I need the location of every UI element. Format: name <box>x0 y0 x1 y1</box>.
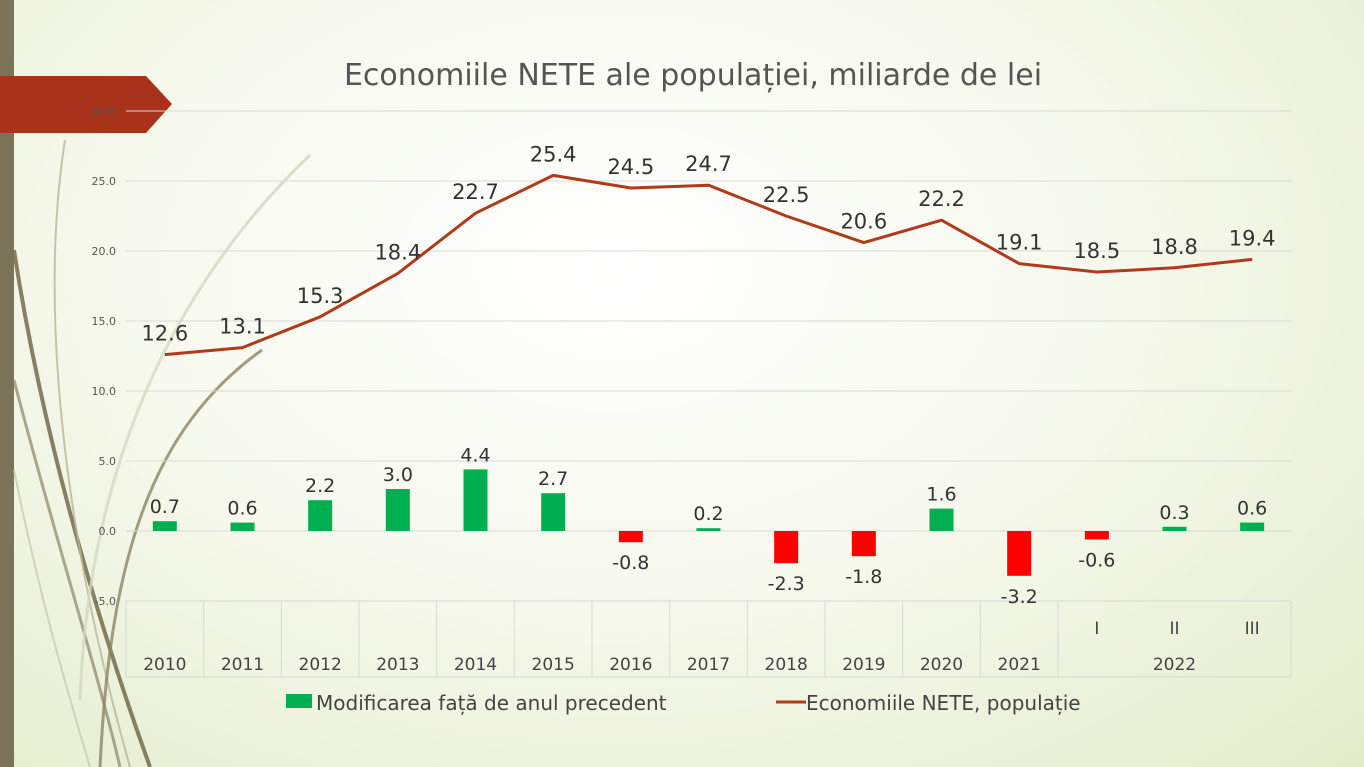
bar-data-label: 0.7 <box>150 496 180 518</box>
line-data-label: 19.4 <box>1229 226 1276 250</box>
bar <box>385 489 410 531</box>
bar-data-label: -2.3 <box>768 573 805 595</box>
x-category-label: 2010 <box>143 655 186 675</box>
x-category-label: 2019 <box>842 655 885 675</box>
line-data-label: 18.8 <box>1151 235 1198 259</box>
line-data-label: 13.1 <box>219 315 266 339</box>
y-tick-label: -5.0 <box>95 595 116 608</box>
bar <box>463 469 488 531</box>
chart-gridlines <box>125 110 1292 678</box>
line-data-label: 18.4 <box>374 240 421 264</box>
bar-data-label: -3.2 <box>1001 586 1038 608</box>
bar-data-label: 0.3 <box>1159 502 1189 524</box>
x-category-label: 2012 <box>299 655 342 675</box>
x-category-label: 2016 <box>609 655 652 675</box>
line-data-label: 24.7 <box>685 152 732 176</box>
x-category-label: 2017 <box>687 655 730 675</box>
bar <box>308 500 333 531</box>
bar <box>1084 531 1109 540</box>
bar-data-label: 0.6 <box>227 498 257 520</box>
bar <box>1162 526 1187 531</box>
bar-data-label: 1.6 <box>926 484 956 506</box>
x-category-label: 2015 <box>532 655 575 675</box>
line-data-label: 19.1 <box>996 231 1043 255</box>
line-data-label: 12.6 <box>141 322 188 346</box>
x-axis-categories: 2010 2011 2012 2013 2014 2015 2016 2017 2018 2019… <box>143 619 1259 675</box>
chart-legend: Modificarea față de anul precedent Econo… <box>286 691 1081 715</box>
line-data-label: 22.7 <box>452 180 499 204</box>
y-tick-label: 30.0 <box>92 105 117 118</box>
title-ribbon-arrow <box>0 76 172 133</box>
bar-data-label: -1.8 <box>845 566 882 588</box>
bar <box>851 531 876 557</box>
bar-data-label: 4.4 <box>460 444 490 466</box>
line-data-label: 25.4 <box>530 142 577 166</box>
x-category-label: I <box>1094 619 1099 639</box>
line-data-label: 20.6 <box>840 210 887 234</box>
x-group-label: 2022 <box>1153 655 1196 675</box>
y-axis-tick-labels: -5.0 0.0 5.0 10.0 15.0 20.0 25.0 30.0 <box>92 105 117 608</box>
bar-data-label: 0.2 <box>693 503 723 525</box>
legend-bar-swatch <box>286 694 312 708</box>
bar-series: 0.7 0.6 2.2 3.0 4.4 2.7 -0.8 0.2 -2.3 -1.8 1.6 -3.2… <box>150 444 1268 607</box>
bar <box>618 531 643 543</box>
x-category-label: II <box>1169 619 1179 639</box>
x-category-label: 2021 <box>998 655 1041 675</box>
y-tick-label: 15.0 <box>92 315 117 328</box>
bar <box>696 528 721 531</box>
line-data-label: 24.5 <box>607 155 654 179</box>
x-category-label: 2014 <box>454 655 497 675</box>
line-data-label: 15.3 <box>297 284 344 308</box>
x-category-label: 2020 <box>920 655 963 675</box>
legend-bar-label: Modificarea față de anul precedent <box>316 691 667 715</box>
line-data-label: 18.5 <box>1073 239 1120 263</box>
line-path <box>164 173 1253 357</box>
bar <box>541 493 566 531</box>
y-tick-label: 20.0 <box>92 245 117 258</box>
bar-data-label: 3.0 <box>383 464 413 486</box>
x-category-label: 2011 <box>221 655 264 675</box>
slide-left-accent-bar <box>0 0 14 767</box>
bar-data-label: -0.8 <box>612 552 649 574</box>
bar <box>1007 531 1032 576</box>
y-tick-label: 5.0 <box>99 455 117 468</box>
bar-data-label: -0.6 <box>1078 549 1115 571</box>
bar-data-label: 2.2 <box>305 475 335 497</box>
bar <box>929 508 954 531</box>
line-data-label: 22.2 <box>918 187 965 211</box>
bar <box>774 531 799 564</box>
y-tick-label: 0.0 <box>99 525 117 538</box>
bar <box>230 522 255 531</box>
bar-data-label: 2.7 <box>538 468 568 490</box>
bar-data-label: 0.6 <box>1237 498 1267 520</box>
legend-line-label: Economiile NETE, populație <box>806 691 1081 715</box>
y-tick-label: 25.0 <box>92 175 117 188</box>
bar <box>152 521 177 531</box>
x-category-label: 2018 <box>765 655 808 675</box>
x-category-label: III <box>1245 619 1260 639</box>
bar <box>1240 522 1265 531</box>
chart-title: Economiile NETE ale populației, miliarde… <box>344 58 1042 93</box>
x-category-label: 2013 <box>376 655 419 675</box>
line-data-label: 22.5 <box>763 183 810 207</box>
line-series: 12.6 13.1 15.3 18.4 22.7 25.4 24.5 24.7 22.5 20.6… <box>141 142 1276 357</box>
y-tick-label: 10.0 <box>92 385 117 398</box>
